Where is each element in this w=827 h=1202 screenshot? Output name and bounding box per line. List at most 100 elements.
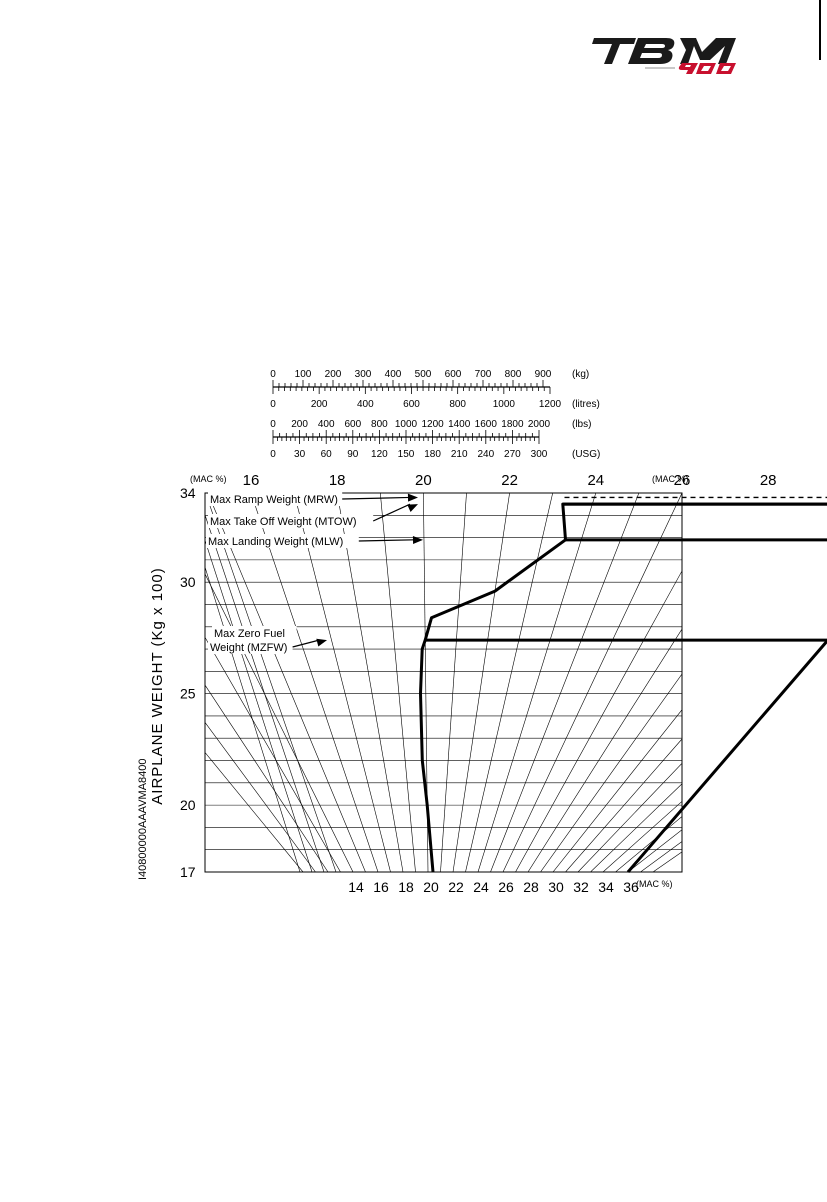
annotation-bg [208, 492, 343, 506]
scale-tick-label: 900 [535, 369, 552, 380]
scale-tick-label: 800 [371, 419, 388, 430]
scale-tick-label: 100 [295, 369, 312, 380]
mac-top-label: 16 [243, 472, 260, 489]
scale-tick-label: 1000 [493, 399, 516, 410]
mac-line [205, 751, 304, 872]
mac-line [205, 721, 316, 872]
scale-tick-label: 180 [424, 449, 441, 460]
cg-envelope-line [419, 502, 827, 873]
mac-line [208, 502, 337, 872]
annotation-label: Max Take Off Weight (MTOW) [210, 516, 357, 528]
mac-line [440, 493, 467, 872]
mac-line [577, 762, 682, 872]
scale-tick-label: 1400 [448, 419, 471, 430]
y-tick-label: 30 [180, 574, 196, 590]
mac-top-label: 22 [501, 472, 518, 489]
mac-line [205, 636, 341, 872]
annotation-arrowhead [407, 504, 418, 512]
plot-frame [204, 492, 683, 873]
mac-top-label: 20 [415, 472, 432, 489]
mac-bottom-label: 32 [573, 879, 589, 895]
tbm-900-logo [592, 38, 736, 74]
mac-top-label: 26 [674, 472, 691, 489]
mac-bottom-label: 14 [348, 879, 364, 895]
mac-line [502, 493, 682, 872]
scale-unit-label: (litres) [572, 399, 600, 410]
scale-tick-label: 800 [505, 369, 522, 380]
scale-tick-label: 200 [311, 399, 328, 410]
scale-tick-label: 200 [291, 419, 308, 430]
annotation-arrowhead [316, 638, 327, 647]
scale-tick-label: 400 [385, 369, 402, 380]
scale-tick-label: 240 [477, 449, 494, 460]
scale-tick-label: 1200 [421, 419, 444, 430]
scale-tick-label: 700 [475, 369, 492, 380]
annotation-bg [208, 514, 374, 528]
mac-bottom-label: 22 [448, 879, 464, 895]
scale-tick-label: 1000 [395, 419, 418, 430]
mac-line [590, 783, 682, 872]
annotation-arrow [342, 496, 411, 500]
scale-tick-label: 600 [403, 399, 420, 410]
scale-tick-label: 300 [531, 449, 548, 460]
fuel-conversion-scales: 0 100 200 300 400 500 600 700 800 900 (kg)0 200 400 6… [270, 369, 600, 460]
scale-unit-label: (lbs) [572, 419, 591, 430]
mac-bottom-label: 24 [473, 879, 489, 895]
mac-line [205, 539, 313, 872]
page-corner-border [819, 0, 827, 60]
mac-top-label: 18 [329, 472, 346, 489]
y-tick-label: 25 [180, 686, 196, 702]
scale-tick-label: 120 [371, 449, 388, 460]
scale-tick-label: 400 [318, 419, 335, 430]
mac-line [379, 493, 416, 872]
annotation-bg [208, 640, 293, 654]
scale-tick-label: 2000 [528, 419, 551, 430]
annotation-arrowhead [407, 493, 418, 502]
scale-tick-label: 1800 [501, 419, 524, 430]
annotation-label: Max Zero Fuel [214, 628, 285, 640]
y-tick-label: 17 [180, 864, 196, 880]
scale-tick-label: 0 [270, 449, 276, 460]
mac-line [602, 800, 682, 872]
mac-line [205, 566, 301, 872]
annotation-group: Max Ramp Weight (MRW) [208, 492, 418, 506]
scale-tick-label: 400 [357, 399, 374, 410]
mac-bottom-label: 34 [598, 879, 614, 895]
scale-tick-label: 1200 [539, 399, 562, 410]
mac-line [205, 573, 354, 872]
annotation-group: Max Landing Weight (MLW) [206, 534, 423, 548]
annotation-arrowhead [412, 536, 423, 545]
mac-line [465, 493, 554, 872]
scale-tick-label: 210 [451, 449, 468, 460]
figure-id: I40800000AAAVMA8400 [137, 759, 149, 881]
mac-line [515, 570, 682, 872]
scale-tick-label: 0 [270, 419, 276, 430]
scale-tick-label: 0 [270, 369, 276, 380]
annotation-arrow [358, 539, 416, 542]
mac-bottom-label: 26 [498, 879, 514, 895]
logo-swoosh [645, 67, 675, 69]
mac-line [490, 493, 640, 872]
annotation-arrow [292, 639, 320, 648]
annotation-arrow [372, 503, 411, 522]
mac-bottom-label: 18 [398, 879, 414, 895]
annotation-group: Max Take Off Weight (MTOW) [208, 503, 418, 528]
900-wordmark [678, 63, 736, 74]
scale-tick-label: 300 [355, 369, 372, 380]
y-tick-label: 34 [180, 485, 196, 501]
mac-bottom-label: 28 [523, 879, 539, 895]
scale-tick-label: 60 [321, 449, 333, 460]
mac-line [527, 628, 682, 872]
mac-line [205, 514, 325, 872]
annotation-group: Weight (MZFW) [208, 638, 327, 654]
y-axis-label: AIRPLANE WEIGHT (Kg x 100) [149, 567, 166, 804]
mac-lines [205, 493, 682, 872]
tbm-wordmark [592, 38, 736, 64]
annotation-bg [206, 534, 359, 548]
scale-tick-label: 500 [415, 369, 432, 380]
scale-tick-label: 0 [270, 399, 276, 410]
mac-bottom-label: 36 [623, 879, 639, 895]
chart-plot-area [204, 492, 683, 873]
scale-tick-label: 600 [344, 419, 361, 430]
